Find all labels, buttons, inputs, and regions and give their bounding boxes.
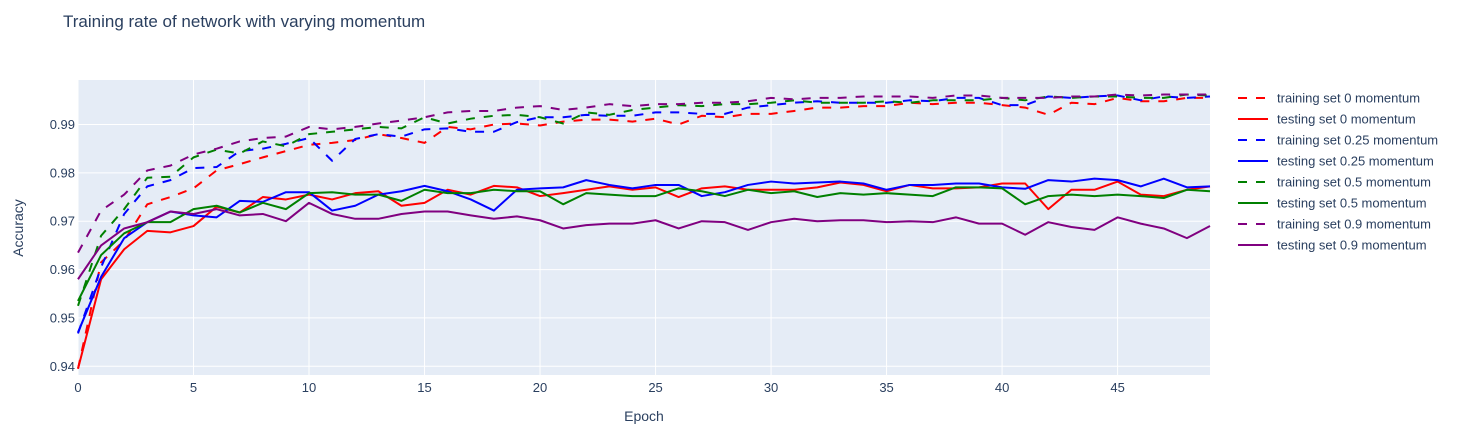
x-axis-ticks: 0 5 10 15 20 25 30 35 40 45 xyxy=(74,380,1124,395)
x-tick-label: 15 xyxy=(417,380,431,395)
legend: training set 0 momentum testing set 0 mom… xyxy=(1238,91,1438,253)
legend-label: testing set 0.9 momentum xyxy=(1277,238,1427,253)
legend-item-training-set-0-9-momentum[interactable]: training set 0.9 momentum xyxy=(1238,217,1431,232)
x-tick-label: 5 xyxy=(190,380,197,395)
y-axis-title: Accuracy xyxy=(10,199,26,257)
legend-item-training-set-0-25-momentum[interactable]: training set 0.25 momentum xyxy=(1238,133,1438,148)
legend-item-training-set-0-5-momentum[interactable]: training set 0.5 momentum xyxy=(1238,175,1431,190)
legend-label: training set 0.25 momentum xyxy=(1277,133,1438,148)
chart-title: Training rate of network with varying mo… xyxy=(63,12,425,31)
x-tick-label: 40 xyxy=(995,380,1009,395)
series-line-training-set-0-5-momentum xyxy=(77,93,1211,307)
legend-label: training set 0.9 momentum xyxy=(1277,217,1431,232)
y-tick-label: 0.99 xyxy=(50,117,75,132)
series-line-training-set-0-momentum xyxy=(77,96,1210,369)
grid-lines xyxy=(77,80,1210,375)
legend-item-testing-set-0-9-momentum[interactable]: testing set 0.9 momentum xyxy=(1238,238,1427,253)
legend-label: training set 0 momentum xyxy=(1277,91,1420,106)
y-tick-label: 0.95 xyxy=(50,310,75,325)
x-tick-label: 45 xyxy=(1110,380,1124,395)
x-tick-label: 0 xyxy=(74,380,81,395)
legend-item-testing-set-0-5-momentum[interactable]: testing set 0.5 momentum xyxy=(1238,196,1427,211)
x-tick-label: 30 xyxy=(764,380,778,395)
series-line-testing-set-0-25-momentum xyxy=(77,177,1211,333)
y-tick-label: 0.98 xyxy=(50,165,75,180)
legend-item-testing-set-0-25-momentum[interactable]: testing set 0.25 momentum xyxy=(1238,154,1434,169)
x-tick-label: 10 xyxy=(302,380,316,395)
series-line-testing-set-0-5-momentum xyxy=(77,186,1211,302)
y-axis-ticks: 0.94 0.95 0.96 0.97 0.98 0.99 xyxy=(50,117,75,374)
x-tick-label: 25 xyxy=(648,380,662,395)
plot-area xyxy=(78,80,1210,375)
legend-label: training set 0.5 momentum xyxy=(1277,175,1431,190)
y-tick-label: 0.94 xyxy=(50,359,75,374)
x-axis-title: Epoch xyxy=(624,408,664,424)
y-tick-label: 0.96 xyxy=(50,262,75,277)
series-line-testing-set-0-momentum xyxy=(77,180,1211,369)
x-tick-label: 20 xyxy=(533,380,547,395)
series-line-testing-set-0-9-momentum xyxy=(77,201,1211,280)
legend-label: testing set 0 momentum xyxy=(1277,112,1416,127)
y-tick-label: 0.97 xyxy=(50,214,75,229)
legend-label: testing set 0.5 momentum xyxy=(1277,196,1427,211)
series-layer xyxy=(77,93,1211,369)
legend-label: testing set 0.25 momentum xyxy=(1277,154,1434,169)
x-tick-label: 35 xyxy=(879,380,893,395)
legend-item-training-set-0-momentum[interactable]: training set 0 momentum xyxy=(1238,91,1420,106)
legend-item-testing-set-0-momentum[interactable]: testing set 0 momentum xyxy=(1238,112,1416,127)
series-line-training-set-0-9-momentum xyxy=(77,93,1210,254)
series-line-training-set-0-25-momentum xyxy=(77,94,1211,334)
